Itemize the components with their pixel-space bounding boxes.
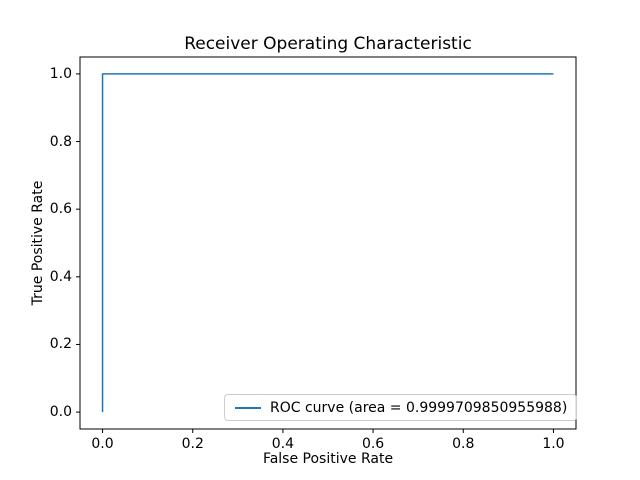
x-tick-label: 0.0: [91, 436, 114, 452]
roc-curve-line: [101, 73, 554, 413]
chart-title: Receiver Operating Characteristic: [184, 34, 472, 54]
legend-line-sample: [235, 406, 261, 409]
legend-label: ROC curve (area = 0.9999709850955988): [270, 399, 568, 416]
y-tick-label: 0.2: [49, 336, 72, 353]
y-tick-label: 0.6: [49, 201, 72, 218]
x-axis-label: False Positive Rate: [262, 451, 394, 467]
x-tick-label: 1.0: [542, 436, 565, 452]
x-tick-label: 0.4: [271, 436, 295, 452]
x-tick-label: 0.6: [361, 436, 385, 452]
x-tick-label: 0.8: [452, 436, 475, 452]
y-tick-label: 0.4: [49, 268, 72, 285]
plot-frame: [79, 56, 577, 430]
x-tick-label: 0.2: [181, 436, 204, 452]
y-tick-label: 0.8: [49, 133, 72, 150]
y-tick-label: 1.0: [49, 65, 72, 82]
y-tick-label: 0.0: [49, 404, 72, 421]
legend: ROC curve (area = 0.9999709850955988): [224, 394, 578, 421]
y-axis-label: True Positive Rate: [30, 180, 46, 306]
